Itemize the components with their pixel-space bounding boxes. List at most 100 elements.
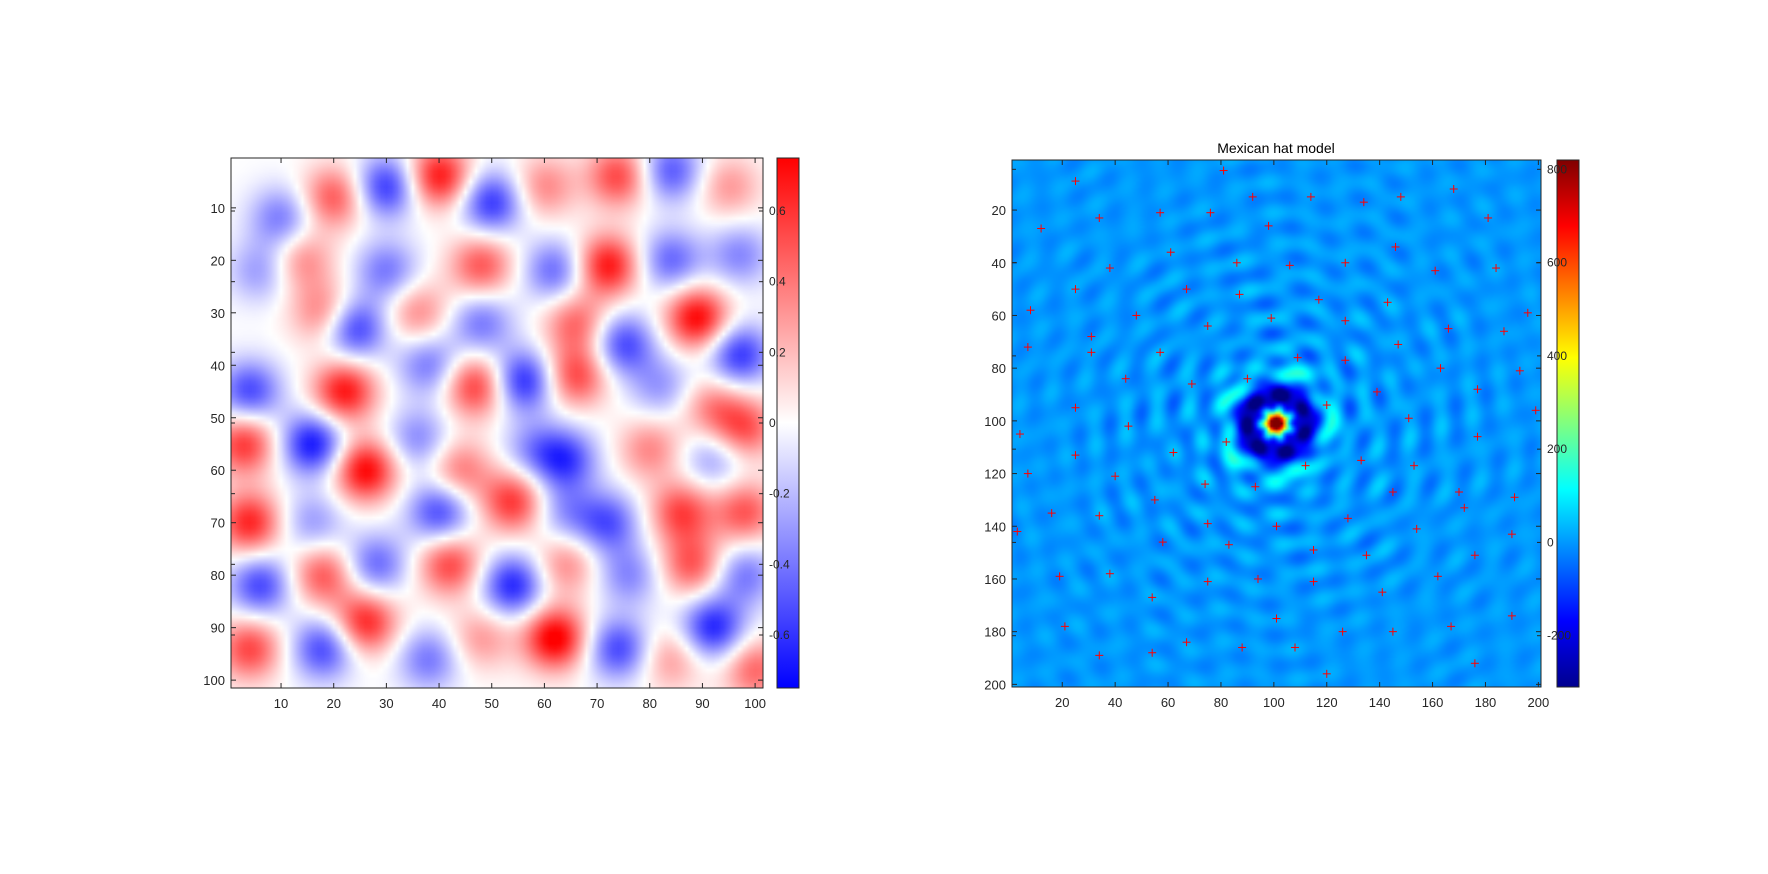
heatmap-right-marker	[1047, 509, 1056, 518]
heatmap-right-marker	[1187, 379, 1196, 388]
heatmap-right-marker	[1455, 488, 1464, 497]
heatmap-right-marker	[1148, 593, 1157, 602]
heatmap-left-colorbar-ticks: -0.6 -0.4 -0.2 0 0.2 0.4 0.6	[231, 204, 790, 642]
heatmap-left: 10 20 30 40 50 60 70 80 90 100 10 20 30 40 50 60 70 80 90…	[203, 157, 800, 711]
heatmap-right-marker	[1071, 403, 1080, 412]
heatmap-right-marker	[1306, 192, 1315, 201]
heatmap-right-marker	[1224, 540, 1233, 549]
heatmap-left-x-tick-label: 20	[326, 696, 340, 711]
heatmap-right-marker	[1203, 577, 1212, 586]
heatmap-right-marker	[1293, 353, 1302, 362]
heatmap-right-marker	[1531, 406, 1540, 415]
heatmap-left-x-tick-label: 50	[484, 696, 498, 711]
heatmap-right-marker	[1158, 538, 1167, 547]
heatmap-right-marker	[1206, 208, 1215, 217]
heatmap-right-marker	[1436, 364, 1445, 373]
heatmap-right-y-tick-label: 180	[984, 625, 1006, 640]
heatmap-right-x-tick-label: 20	[1055, 695, 1069, 710]
heatmap-right-image	[1012, 160, 1541, 687]
heatmap-right-marker	[1444, 324, 1453, 333]
heatmap-right-marker	[1449, 184, 1458, 193]
heatmap-right-colorbar-tick-label: 800	[1547, 162, 1567, 176]
heatmap-right-x-tick-label: 80	[1214, 695, 1228, 710]
heatmap-right-marker	[1291, 643, 1300, 652]
heatmap-right-marker	[1203, 519, 1212, 528]
heatmap-right-marker	[1272, 614, 1281, 623]
heatmap-right-marker	[1166, 248, 1175, 257]
heatmap-right-x-tick-label: 60	[1161, 695, 1175, 710]
heatmap-left-x-ticks: 10 20 30 40 50 60 70 80 90 100	[274, 158, 766, 711]
heatmap-right-marker	[1264, 221, 1273, 230]
heatmap-right-marker	[1373, 387, 1382, 396]
heatmap-left-plot-area	[231, 158, 763, 688]
heatmap-left-x-tick-label: 100	[744, 696, 766, 711]
heatmap-right-marker	[1394, 340, 1403, 349]
heatmap-left-colorbar	[777, 158, 799, 688]
heatmap-right-marker	[1362, 551, 1371, 560]
heatmap-right-marker	[1470, 551, 1479, 560]
heatmap-left-y-tick-label: 100	[203, 673, 225, 688]
heatmap-right-marker	[1060, 622, 1069, 631]
heatmap-right-y-tick-label: 140	[984, 519, 1006, 534]
heatmap-right-marker	[1169, 448, 1178, 457]
heatmap-right-marker	[1338, 627, 1347, 636]
heatmap-right-colorbar	[1557, 160, 1579, 687]
heatmap-left-x-tick-label: 70	[590, 696, 604, 711]
heatmap-right-marker	[1148, 648, 1157, 657]
heatmap-left-x-tick-label: 60	[537, 696, 551, 711]
heatmap-right-marker	[1341, 356, 1350, 365]
heatmap-right-marker	[1314, 295, 1323, 304]
heatmap-right-marker	[1026, 306, 1035, 315]
heatmap-right-marker	[1203, 322, 1212, 331]
heatmap-left-colorbar-tick-label: -0.6	[769, 628, 790, 642]
heatmap-right-marker	[1095, 651, 1104, 660]
heatmap-right-marker	[1460, 503, 1469, 512]
heatmap-right-marker	[1251, 482, 1260, 491]
heatmap-left-y-tick-label: 10	[211, 201, 225, 216]
heatmap-right-marker	[1071, 285, 1080, 294]
heatmap-left-colorbar-tick-label: 0.4	[769, 275, 786, 289]
heatmap-right-marker	[1383, 298, 1392, 307]
heatmap-right-marker	[1087, 332, 1096, 341]
heatmap-right-marker	[1341, 316, 1350, 325]
heatmap-right-marker	[1359, 198, 1368, 207]
heatmap-right-marker	[1378, 588, 1387, 597]
heatmap-left-y-tick-label: 30	[211, 306, 225, 321]
heatmap-right-marker	[1470, 659, 1479, 668]
heatmap-right-marker	[1388, 627, 1397, 636]
heatmap-right-marker	[1322, 401, 1331, 410]
heatmap-right-marker	[1105, 264, 1114, 273]
heatmap-right-y-ticks: 20 40 60 80 100 120 140 160 180 200	[984, 203, 1541, 692]
heatmap-right-marker	[1015, 430, 1024, 439]
heatmap-right-y-tick-label: 40	[992, 256, 1006, 271]
heatmap-right-marker	[1232, 258, 1241, 267]
heatmap-right-x-tick-label: 40	[1108, 695, 1122, 710]
heatmap-right-marker	[1447, 622, 1456, 631]
heatmap-right-marker	[1507, 530, 1516, 539]
heatmap-right-marker	[1267, 314, 1276, 323]
heatmap-right-marker	[1132, 311, 1141, 320]
heatmap-right-marker	[1515, 366, 1524, 375]
heatmap-right-marker	[1396, 192, 1405, 201]
heatmap-left-y-tick-label: 70	[211, 516, 225, 531]
heatmap-left-colorbar-tick-label: 0.6	[769, 204, 786, 218]
heatmap-right-marker	[1023, 343, 1032, 352]
heatmap-right-marker	[1111, 472, 1120, 481]
heatmap-right-marker	[1357, 456, 1366, 465]
heatmap-right-marker	[1410, 461, 1419, 470]
heatmap-right-marker	[1222, 437, 1231, 446]
heatmap-right-marker	[1055, 572, 1064, 581]
heatmap-right-marker	[1510, 493, 1519, 502]
heatmap-right-marker	[1087, 348, 1096, 357]
heatmap-right-colorbar-tick-label: 400	[1547, 349, 1567, 363]
heatmap-right-marker	[1301, 461, 1310, 470]
heatmap-right-marker	[1238, 643, 1247, 652]
heatmap-right-title: Mexican hat model	[1217, 140, 1335, 156]
heatmap-right-marker	[1095, 213, 1104, 222]
heatmap-right-marker	[1431, 266, 1440, 275]
heatmap-right-marker	[1071, 177, 1080, 186]
heatmap-right-marker	[1182, 638, 1191, 647]
heatmap-right-marker	[1473, 385, 1482, 394]
heatmap-right-marker	[1343, 514, 1352, 523]
